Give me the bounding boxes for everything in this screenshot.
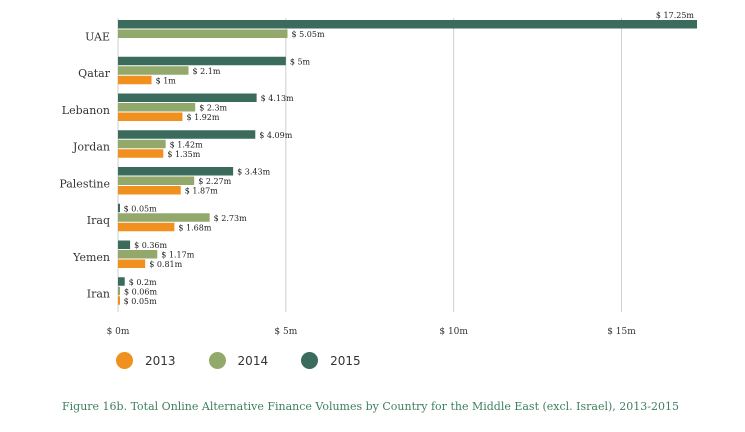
data-label: $ 1m (156, 76, 177, 85)
data-label: $ 0.06m (124, 287, 157, 296)
data-label: $ 2.73m (214, 214, 247, 223)
bar-2015-iraq (118, 203, 120, 213)
data-label: $ 5m (290, 57, 311, 66)
data-label: $ 3.43m (237, 168, 270, 177)
data-label: $ 1.87m (185, 187, 218, 196)
legend-item-2015: 2015 (301, 352, 361, 369)
data-label: $ 1.17m (161, 251, 194, 260)
data-label: $ 2.27m (198, 177, 231, 186)
legend-swatch-2015 (301, 352, 319, 369)
data-labels: $ 17.25m $ 5.05m $ 5m $ 2.1m $ 1m $ 4.13m $ 2.… (124, 11, 695, 306)
data-label: $ 2.1m (192, 67, 220, 76)
bar-2015-palestine (118, 167, 234, 176)
country-label: Yemen (72, 251, 110, 264)
data-label: $ 0.2m (129, 278, 157, 287)
country-label: Palestine (59, 177, 110, 190)
country-label: UAE (85, 30, 110, 43)
bar-2014-iran (118, 286, 121, 296)
bar-2015-qatar (118, 56, 286, 66)
legend-swatch-2013 (116, 352, 133, 369)
country-label: Iran (87, 288, 110, 301)
bar-2015-uae (118, 20, 697, 29)
bar-2014-jordan (118, 139, 166, 149)
x-tick-label: $ 5m (274, 327, 297, 337)
bar-2014-qatar (118, 66, 189, 75)
data-label: $ 0.05m (124, 204, 157, 213)
legend: 2013 2014 2015 (116, 352, 394, 369)
x-tick-label: $ 10m (439, 327, 468, 337)
data-label: $ 17.25m (656, 11, 695, 20)
bar-2013-yemen (118, 259, 146, 268)
data-label: $ 1.42m (170, 140, 203, 149)
country-label: Jordan (72, 141, 110, 154)
legend-label-2014: 2014 (237, 353, 269, 368)
data-label: $ 2.3m (199, 104, 227, 113)
data-label: $ 1.35m (167, 150, 200, 159)
bar-2013-iraq (118, 222, 175, 232)
bar-2015-lebanon (118, 93, 257, 102)
bar-2013-jordan (118, 149, 164, 158)
x-tick-label: $ 15m (607, 327, 636, 337)
bar-2015-yemen (118, 240, 131, 249)
bar-2015-jordan (118, 130, 256, 139)
data-label: $ 4.13m (261, 94, 294, 103)
bar-2013-qatar (118, 75, 152, 85)
bar-chart: $ 17.25m $ 5.05m $ 5m $ 2.1m $ 1m $ 4.13m $ 2.… (59, 11, 697, 337)
bar-2014-iraq (118, 213, 210, 222)
data-label: $ 1.92m (186, 113, 219, 122)
bar-2013-iran (118, 296, 120, 305)
data-label: $ 5.05m (292, 30, 325, 39)
bars (118, 20, 697, 305)
country-labels: UAE Qatar Lebanon Jordan Palestine Iraq Yemen I… (59, 30, 110, 300)
data-label: $ 0.81m (149, 260, 182, 269)
x-tick-labels: $ 0m $ 5m $ 10m $ 15m (107, 327, 637, 337)
legend-swatch-2014 (208, 352, 226, 369)
bar-2014-yemen (118, 250, 158, 259)
bar-2014-uae (118, 29, 288, 38)
data-label: $ 0.05m (124, 297, 157, 306)
data-label: $ 4.09m (259, 131, 292, 140)
bar-2013-palestine (118, 186, 181, 195)
data-label: $ 0.36m (134, 241, 167, 250)
bar-2014-lebanon (118, 103, 196, 112)
legend-item-2013: 2013 (116, 352, 176, 369)
country-label: Qatar (78, 67, 111, 80)
bar-2015-iran (118, 277, 125, 286)
country-label: Lebanon (62, 104, 110, 117)
x-tick-label: $ 0m (107, 327, 130, 337)
legend-item-2014: 2014 (208, 352, 269, 369)
figure-caption: Figure 16b. Total Online Alternative Fin… (62, 400, 679, 413)
country-label: Iraq (87, 214, 110, 227)
data-label: $ 1.68m (178, 223, 211, 232)
bar-2013-lebanon (118, 112, 183, 121)
legend-label-2015: 2015 (330, 353, 361, 368)
legend-label-2013: 2013 (145, 353, 176, 368)
bar-2014-palestine (118, 176, 195, 185)
